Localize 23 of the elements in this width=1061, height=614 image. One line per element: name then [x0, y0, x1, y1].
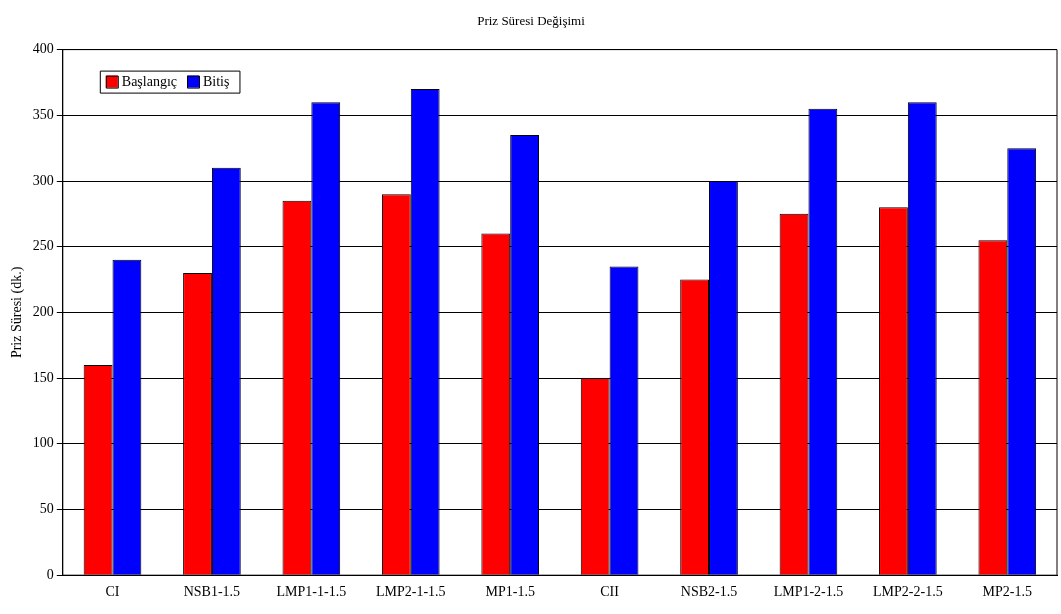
y-tick-label: 250 [32, 238, 54, 254]
x-tick-label: CI [105, 584, 120, 600]
y-tick-label: 400 [32, 41, 54, 57]
x-tick-label: MP2-1.5 [982, 584, 1032, 600]
x-tick-label: NSB2-1.5 [680, 584, 738, 600]
legend-label: Başlangıç [121, 74, 178, 90]
x-tick-label: LMP2-2-1.5 [873, 584, 943, 600]
y-tick-label: 100 [32, 435, 54, 451]
x-tick-label: LMP2-1-1.5 [375, 584, 446, 600]
y-tick-label: 350 [32, 106, 54, 122]
y-tick-label: 200 [32, 304, 54, 320]
x-tick-label: NSB1-1.5 [183, 584, 241, 600]
x-tick-label: CII [600, 584, 620, 600]
chart-title: Priz Süresi Değişimi [477, 13, 586, 29]
y-axis-title: Priz Süresi (dk.) [9, 266, 26, 359]
y-tick-label: 300 [32, 172, 54, 188]
x-tick-label: LMP1-1-1.5 [276, 584, 347, 600]
y-tick-label: 0 [46, 566, 54, 582]
legend-label: Bitiş [203, 74, 230, 90]
x-tick-label: MP1-1.5 [485, 584, 535, 600]
y-tick-label: 50 [39, 501, 54, 517]
x-tick-label: LMP1-2-1.5 [773, 584, 844, 600]
y-tick-label: 150 [32, 369, 54, 385]
